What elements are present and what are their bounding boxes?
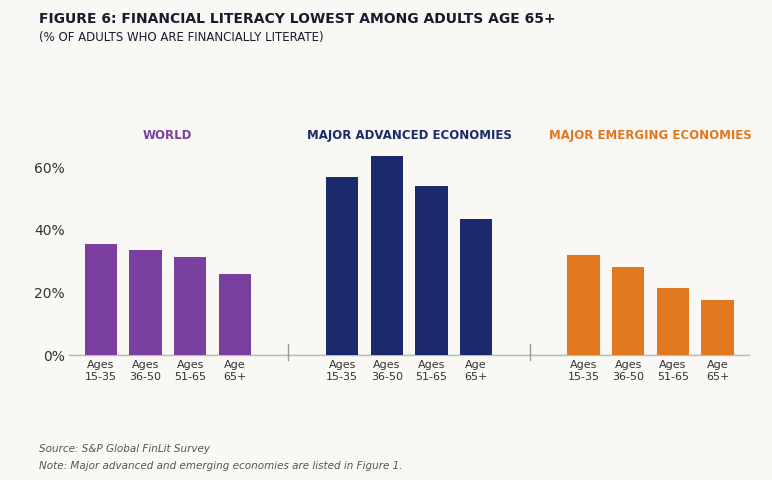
Text: Source: S&P Global FinLit Survey: Source: S&P Global FinLit Survey <box>39 444 210 454</box>
Bar <box>415 186 448 355</box>
Text: FIGURE 6: FINANCIAL LITERACY LOWEST AMONG ADULTS AGE 65+: FIGURE 6: FINANCIAL LITERACY LOWEST AMON… <box>39 12 555 26</box>
Bar <box>174 256 206 355</box>
Bar <box>702 300 733 355</box>
Bar <box>85 244 117 355</box>
Text: Note: Major advanced and emerging economies are listed in Figure 1.: Note: Major advanced and emerging econom… <box>39 461 402 471</box>
Bar <box>326 177 358 355</box>
Bar <box>657 288 689 355</box>
Bar <box>612 267 645 355</box>
Text: (% OF ADULTS WHO ARE FINANCIALLY LITERATE): (% OF ADULTS WHO ARE FINANCIALLY LITERAT… <box>39 31 323 44</box>
Bar <box>130 250 161 355</box>
Text: WORLD: WORLD <box>143 129 192 142</box>
Bar <box>567 255 600 355</box>
Bar <box>460 219 493 355</box>
Bar <box>218 274 251 355</box>
Text: MAJOR EMERGING ECONOMIES: MAJOR EMERGING ECONOMIES <box>549 129 752 142</box>
Bar <box>371 156 403 355</box>
Text: MAJOR ADVANCED ECONOMIES: MAJOR ADVANCED ECONOMIES <box>306 129 512 142</box>
